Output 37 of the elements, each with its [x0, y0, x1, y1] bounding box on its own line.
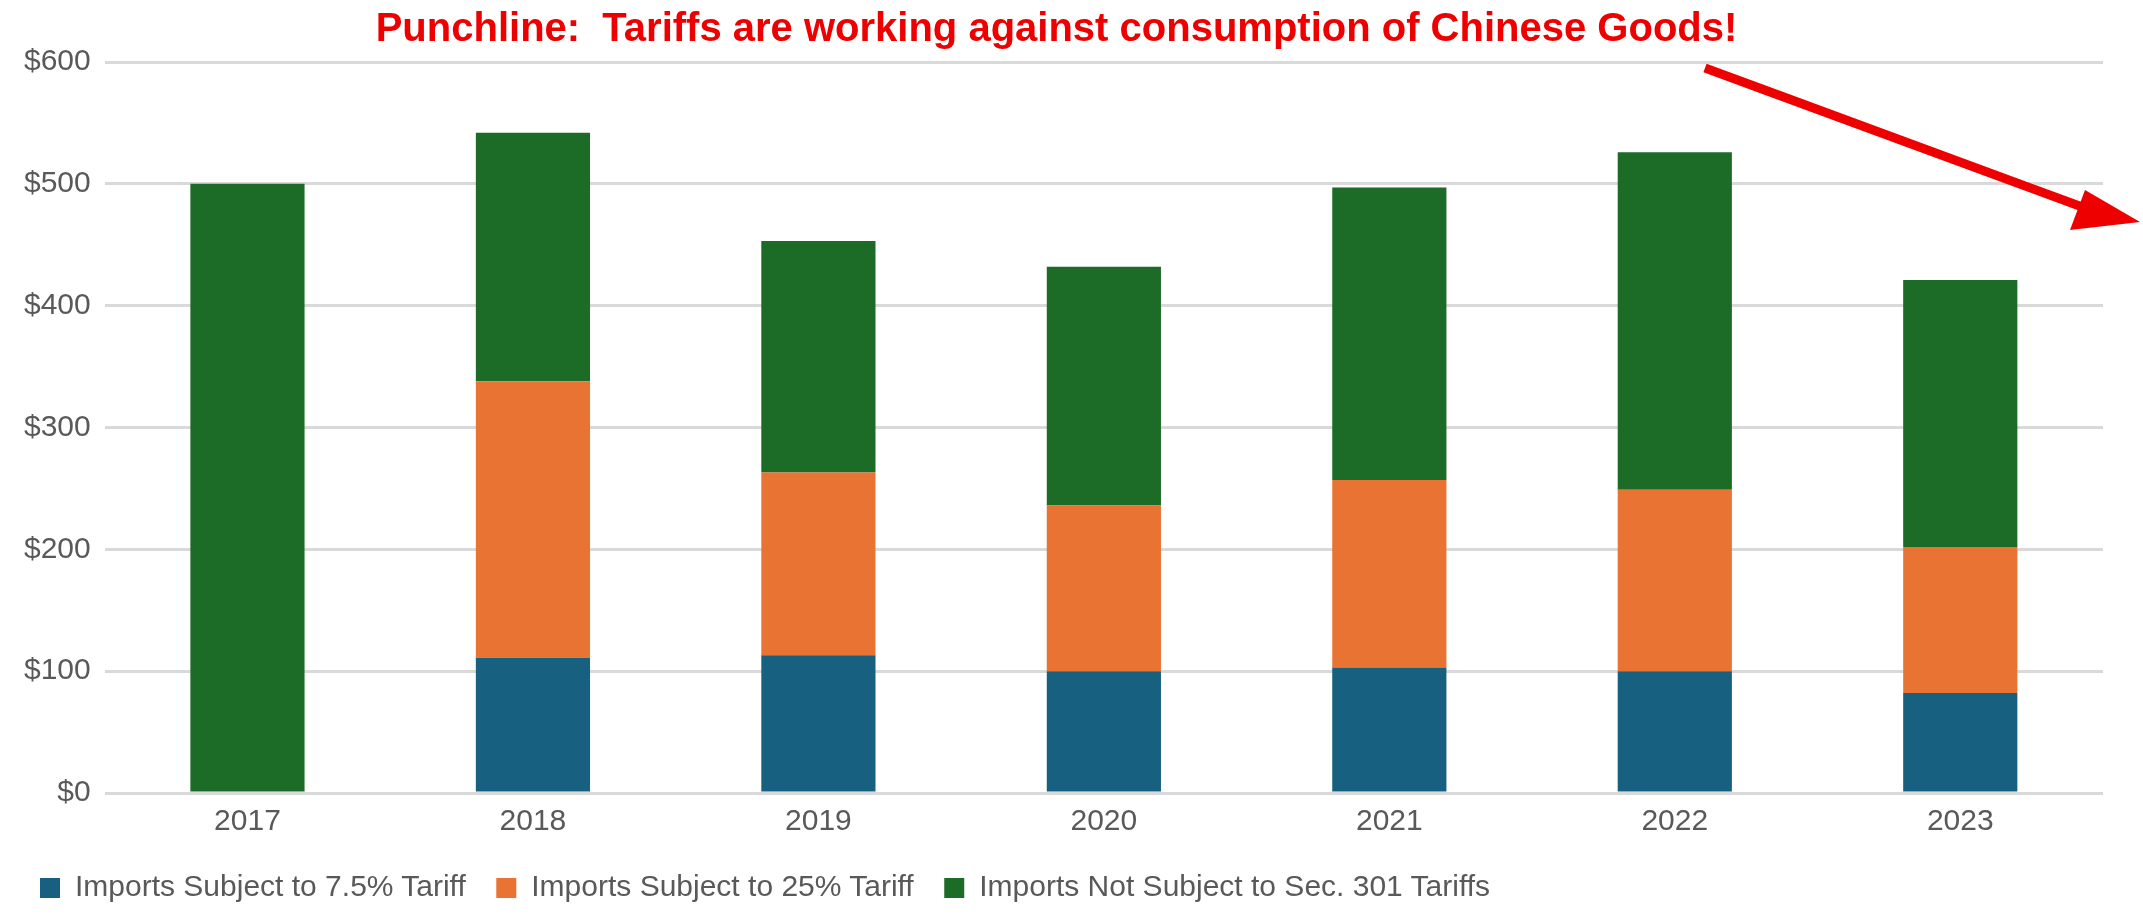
x-tick-label: 2020: [1070, 803, 1138, 837]
bar: [1617, 671, 1732, 792]
bar: [1617, 152, 1732, 490]
y-tick-label: $400: [23, 286, 91, 320]
y-tick-label: $0: [57, 774, 91, 808]
legend-label: Imports Subject to 25% Tariff: [531, 869, 915, 903]
y-tick-label: $300: [23, 408, 91, 442]
y-tick-label: $200: [23, 530, 91, 564]
y-tick-label: $100: [23, 652, 91, 686]
x-tick-label: 2018: [499, 803, 567, 837]
legend-label: Imports Not Subject to Sec. 301 Tariffs: [979, 869, 1491, 903]
legend-label: Imports Subject to 7.5% Tariff: [75, 869, 467, 903]
chart-title: Punchline: Tariffs are working against consumption of Chinese Goods!: [375, 5, 1738, 50]
bar: [475, 657, 591, 792]
x-tick-label: 2023: [1926, 803, 1994, 837]
bar: [1903, 280, 2018, 547]
x-tick-label: 2019: [785, 803, 852, 837]
bar: [190, 183, 305, 792]
bar: [1332, 479, 1447, 668]
bar: [1046, 671, 1161, 792]
bar: [475, 132, 591, 382]
y-tick-label: $600: [23, 43, 91, 77]
bar: [475, 381, 591, 658]
bar: [1046, 505, 1161, 672]
x-tick-label: 2021: [1355, 803, 1423, 837]
x-tick-label: 2017: [214, 803, 281, 837]
bar: [1332, 667, 1447, 792]
y-tick-label: $500: [23, 165, 91, 199]
bar: [1903, 693, 2018, 792]
bar: [1046, 266, 1161, 506]
bar: [761, 472, 876, 656]
bar: [761, 655, 876, 792]
bar: [1903, 546, 2018, 694]
bar: [1332, 187, 1447, 480]
bar: [1617, 489, 1732, 672]
bar: [761, 241, 876, 473]
x-tick-label: 2022: [1641, 803, 1709, 837]
